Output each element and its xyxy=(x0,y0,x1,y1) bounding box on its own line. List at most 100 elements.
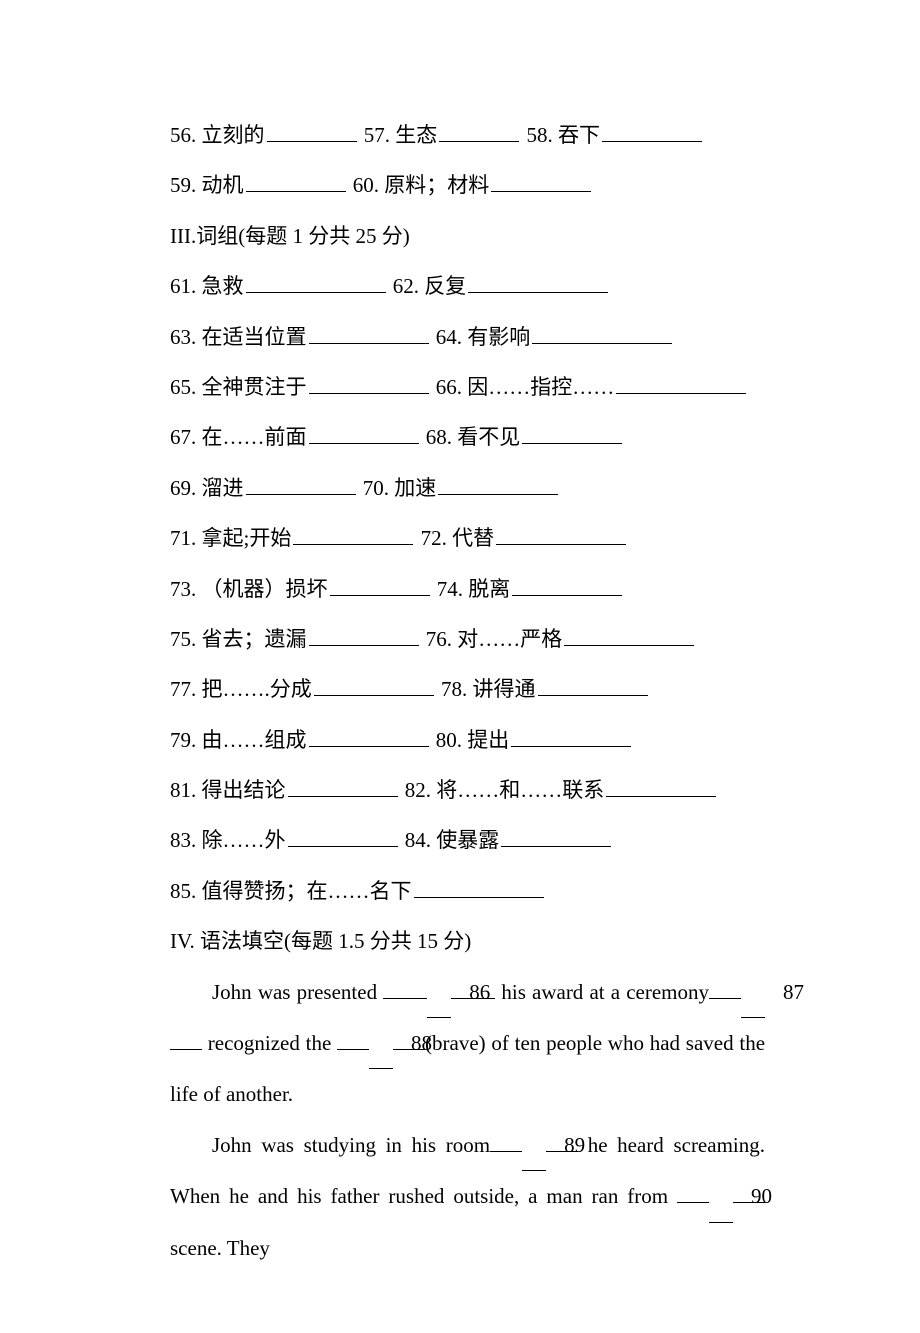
item-80: 80. 提出 xyxy=(436,728,510,752)
item-59: 59. 动机 xyxy=(170,173,244,197)
blank-89-right xyxy=(546,1151,578,1152)
item-58: 58. 吞下 xyxy=(527,123,601,147)
blank-57 xyxy=(439,120,519,142)
blank-63 xyxy=(309,322,429,344)
p1-c: recognized the xyxy=(208,1031,337,1055)
blank-88-left xyxy=(337,1049,369,1050)
blank-73 xyxy=(330,574,430,596)
blank-56 xyxy=(267,120,357,142)
blank-68 xyxy=(522,422,622,444)
blank-78 xyxy=(538,674,648,696)
item-76: 76. 对……严格 xyxy=(426,627,563,651)
blank-86: 86 xyxy=(427,967,451,1018)
item-74: 74. 脱离 xyxy=(437,577,511,601)
line-56-58: 56. 立刻的 57. 生态 58. 吞下 xyxy=(170,110,765,160)
p1-a: John was presented xyxy=(212,980,383,1004)
item-72: 72. 代替 xyxy=(421,526,495,550)
page-content: 56. 立刻的 57. 生态 58. 吞下 59. 动机 60. 原料；材料 I… xyxy=(0,0,920,1333)
item-65: 65. 全神贯注于 xyxy=(170,375,307,399)
blank-89-left xyxy=(490,1151,522,1152)
blank-72 xyxy=(496,523,626,545)
item-83: 83. 除……外 xyxy=(170,828,286,852)
blank-70 xyxy=(438,473,558,495)
line-75-76: 75. 省去；遗漏 76. 对……严格 xyxy=(170,614,765,664)
section-4-text: IV. 语法填空(每题 1.5 分共 15 分) xyxy=(170,929,471,953)
item-73: 73. （机器）损坏 xyxy=(170,577,328,601)
blank-90-right xyxy=(733,1202,765,1203)
blank-82 xyxy=(606,775,716,797)
blank-79 xyxy=(309,725,429,747)
blank-65 xyxy=(309,372,429,394)
item-56: 56. 立刻的 xyxy=(170,123,265,147)
blank-90: 90 xyxy=(709,1171,733,1222)
item-81: 81. 得出结论 xyxy=(170,778,286,802)
item-69: 69. 溜进 xyxy=(170,476,244,500)
line-77-78: 77. 把…….分成 78. 讲得通 xyxy=(170,664,765,714)
blank-86-right xyxy=(451,998,495,999)
item-75: 75. 省去；遗漏 xyxy=(170,627,307,651)
item-85: 85. 值得赞扬；在……名下 xyxy=(170,879,412,903)
blank-87: 87 xyxy=(741,967,765,1018)
blank-80 xyxy=(511,725,631,747)
blank-76 xyxy=(564,624,694,646)
blank-66 xyxy=(616,372,746,394)
blank-64 xyxy=(532,322,672,344)
item-84: 84. 使暴露 xyxy=(405,828,500,852)
line-63-64: 63. 在适当位置 64. 有影响 xyxy=(170,312,765,362)
paragraph-2: John was studying in his room89 he heard… xyxy=(170,1120,765,1273)
line-81-82: 81. 得出结论 82. 将……和……联系 xyxy=(170,765,765,815)
blank-60 xyxy=(491,170,591,192)
blank-83 xyxy=(288,825,398,847)
line-61-62: 61. 急救 62. 反复 xyxy=(170,261,765,311)
line-85: 85. 值得赞扬；在……名下 xyxy=(170,866,765,916)
blank-74 xyxy=(512,574,622,596)
p2-a: John was studying in his room xyxy=(212,1133,490,1157)
item-60: 60. 原料；材料 xyxy=(353,173,490,197)
section-3-heading: III.词组(每题 1 分共 25 分) xyxy=(170,211,765,261)
blank-59 xyxy=(246,170,346,192)
item-79: 79. 由……组成 xyxy=(170,728,307,752)
blank-88-right xyxy=(393,1049,425,1050)
blank-61 xyxy=(246,271,386,293)
item-67: 67. 在……前面 xyxy=(170,425,307,449)
blank-89: 89 xyxy=(522,1120,546,1171)
item-70: 70. 加速 xyxy=(363,476,437,500)
line-67-68: 67. 在……前面 68. 看不见 xyxy=(170,412,765,462)
item-68: 68. 看不见 xyxy=(426,425,521,449)
item-77: 77. 把…….分成 xyxy=(170,677,312,701)
line-69-70: 69. 溜进 70. 加速 xyxy=(170,463,765,513)
item-64: 64. 有影响 xyxy=(436,325,531,349)
blank-77 xyxy=(314,674,434,696)
item-78: 78. 讲得通 xyxy=(441,677,536,701)
section-3-text: III.词组(每题 1 分共 25 分) xyxy=(170,224,410,248)
blank-88: 88 xyxy=(369,1018,393,1069)
blank-71 xyxy=(293,523,413,545)
blank-75 xyxy=(309,624,419,646)
line-71-72: 71. 拿起;开始 72. 代替 xyxy=(170,513,765,563)
blank-87-right xyxy=(170,1049,202,1050)
item-66: 66. 因……指控…… xyxy=(436,375,615,399)
blank-62 xyxy=(468,271,608,293)
line-83-84: 83. 除……外 84. 使暴露 xyxy=(170,815,765,865)
p2-c: scene. They xyxy=(170,1236,270,1260)
paragraph-1: John was presented 86 his award at a cer… xyxy=(170,967,765,1120)
item-62: 62. 反复 xyxy=(393,274,467,298)
blank-86-left xyxy=(383,998,427,999)
blank-67 xyxy=(309,422,419,444)
line-73-74: 73. （机器）损坏 74. 脱离 xyxy=(170,564,765,614)
blank-85 xyxy=(414,876,544,898)
section-4-heading: IV. 语法填空(每题 1.5 分共 15 分) xyxy=(170,916,765,966)
line-65-66: 65. 全神贯注于 66. 因……指控…… xyxy=(170,362,765,412)
blank-87-left xyxy=(709,998,741,999)
blank-81 xyxy=(288,775,398,797)
item-63: 63. 在适当位置 xyxy=(170,325,307,349)
blank-84 xyxy=(501,825,611,847)
p1-b: his award at a ceremony xyxy=(495,980,709,1004)
item-61: 61. 急救 xyxy=(170,274,244,298)
item-71: 71. 拿起;开始 xyxy=(170,526,291,550)
line-79-80: 79. 由……组成 80. 提出 xyxy=(170,715,765,765)
item-57: 57. 生态 xyxy=(364,123,438,147)
line-59-60: 59. 动机 60. 原料；材料 xyxy=(170,160,765,210)
item-82: 82. 将……和……联系 xyxy=(405,778,605,802)
blank-90-left xyxy=(677,1202,709,1203)
